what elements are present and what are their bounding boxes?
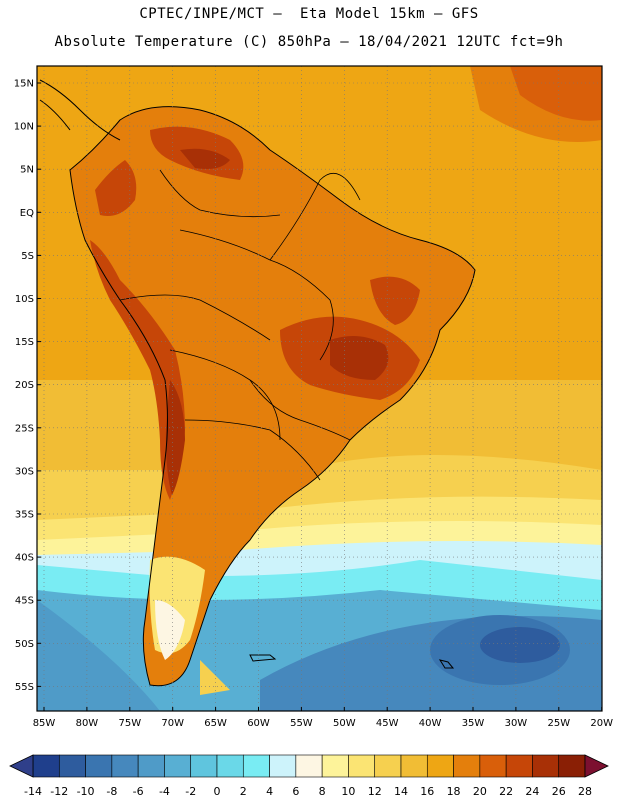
colorbar-swatch bbox=[453, 754, 481, 778]
lon-label: 35W bbox=[462, 718, 485, 729]
colorbar-label: -4 bbox=[159, 785, 170, 798]
colorbar-label: -2 bbox=[185, 785, 196, 798]
colorbar-label: 16 bbox=[420, 785, 434, 798]
lon-label: 45W bbox=[376, 718, 399, 729]
colorbar-label: -8 bbox=[106, 785, 117, 798]
colorbar-swatch bbox=[216, 754, 244, 778]
lon-label: 65W bbox=[204, 718, 227, 729]
colorbar-label: -6 bbox=[133, 785, 144, 798]
lon-label: 40W bbox=[419, 718, 442, 729]
colorbar-label: 26 bbox=[552, 785, 566, 798]
lon-label: 70W bbox=[161, 718, 184, 729]
temperature-field bbox=[37, 66, 602, 711]
lon-label: 50W bbox=[333, 718, 356, 729]
colorbar-swatch bbox=[242, 754, 270, 778]
lon-label: 75W bbox=[118, 718, 141, 729]
colorbar-label: -10 bbox=[77, 785, 95, 798]
lon-label: 60W bbox=[247, 718, 270, 729]
lat-label: 10S bbox=[15, 294, 34, 305]
lon-label: 55W bbox=[290, 718, 313, 729]
colorbar-swatch bbox=[111, 754, 139, 778]
lon-label: 20W bbox=[590, 718, 613, 729]
colorbar-swatch bbox=[137, 754, 165, 778]
colorbar-swatch bbox=[400, 754, 428, 778]
lat-label: 15N bbox=[14, 79, 34, 90]
colorbar-swatch bbox=[532, 754, 560, 778]
colorbar-right-arrow bbox=[584, 754, 609, 778]
lat-label: 30S bbox=[15, 466, 34, 477]
colorbar-labels: -14 -12 -10 -8 -6 -4 -2 0 2 4 6 8 10 12 14 16 18 20 22 24 26… bbox=[24, 785, 592, 798]
map-frame bbox=[36, 65, 603, 712]
colorbar-label: -12 bbox=[50, 785, 68, 798]
colorbar-swatch bbox=[164, 754, 192, 778]
colorbar-label: 18 bbox=[447, 785, 461, 798]
colorbar-swatch bbox=[58, 754, 86, 778]
colorbar-swatch bbox=[479, 754, 507, 778]
lat-label: 15S bbox=[15, 337, 34, 348]
colorbar-swatch bbox=[558, 754, 586, 778]
chart-title: CPTEC/INPE/MCT – Eta Model 15km – GFS bbox=[139, 6, 479, 22]
chart-subtitle: Absolute Temperature (C) 850hPa – 18/04/… bbox=[54, 34, 564, 50]
colorbar-label: 22 bbox=[499, 785, 513, 798]
lat-label: 20S bbox=[15, 380, 34, 391]
colorbar-swatch bbox=[505, 754, 533, 778]
colorbar-swatch bbox=[190, 754, 218, 778]
colorbar-swatches bbox=[32, 754, 586, 778]
lon-label: 30W bbox=[505, 718, 528, 729]
colorbar-label: 4 bbox=[266, 785, 273, 798]
colorbar-label: -14 bbox=[24, 785, 42, 798]
colorbar-swatch bbox=[295, 754, 323, 778]
latitude-labels: 15N 10N 5N EQ 5S 10S 15S 20S 25S 30S 35S 40S 45S 50S 5… bbox=[14, 79, 41, 693]
colorbar-swatch bbox=[269, 754, 297, 778]
lat-label: 55S bbox=[15, 682, 34, 693]
longitude-labels: 85W 80W 75W 70W 65W 60W 55W 50W 45W 40W 35W 30W 25W 2… bbox=[33, 707, 613, 729]
lat-label: 35S bbox=[15, 510, 34, 521]
country-borders bbox=[119, 169, 361, 481]
colorbar-label: 6 bbox=[292, 785, 299, 798]
colorbar-label: 12 bbox=[368, 785, 382, 798]
lon-label: 80W bbox=[76, 718, 99, 729]
colorbar-swatch bbox=[32, 754, 60, 778]
lon-label: 85W bbox=[33, 718, 56, 729]
lat-label: 10N bbox=[14, 122, 34, 133]
colorbar-swatch bbox=[374, 754, 402, 778]
colorbar-swatch bbox=[321, 754, 349, 778]
colorbar-label: 8 bbox=[319, 785, 326, 798]
colorbar-label: 24 bbox=[525, 785, 539, 798]
colorbar-label: 20 bbox=[473, 785, 487, 798]
lat-label: 50S bbox=[15, 639, 34, 650]
colorbar-label: 0 bbox=[214, 785, 221, 798]
lat-label: 40S bbox=[15, 553, 34, 564]
colorbar-label: 2 bbox=[240, 785, 247, 798]
colorbar-swatch bbox=[85, 754, 113, 778]
colorbar-swatch bbox=[348, 754, 376, 778]
coastline bbox=[39, 79, 476, 687]
lat-label: 25S bbox=[15, 423, 34, 434]
colorbar-left-arrow bbox=[9, 754, 34, 778]
lon-label: 25W bbox=[547, 718, 570, 729]
lat-label: EQ bbox=[20, 208, 34, 219]
colorbar-label: 14 bbox=[394, 785, 408, 798]
lat-label: 5S bbox=[21, 251, 34, 262]
colorbar-label: 28 bbox=[578, 785, 592, 798]
lat-label: 45S bbox=[15, 596, 34, 607]
colorbar-swatch bbox=[426, 754, 454, 778]
colorbar-label: 10 bbox=[341, 785, 355, 798]
lat-label: 5N bbox=[20, 165, 34, 176]
